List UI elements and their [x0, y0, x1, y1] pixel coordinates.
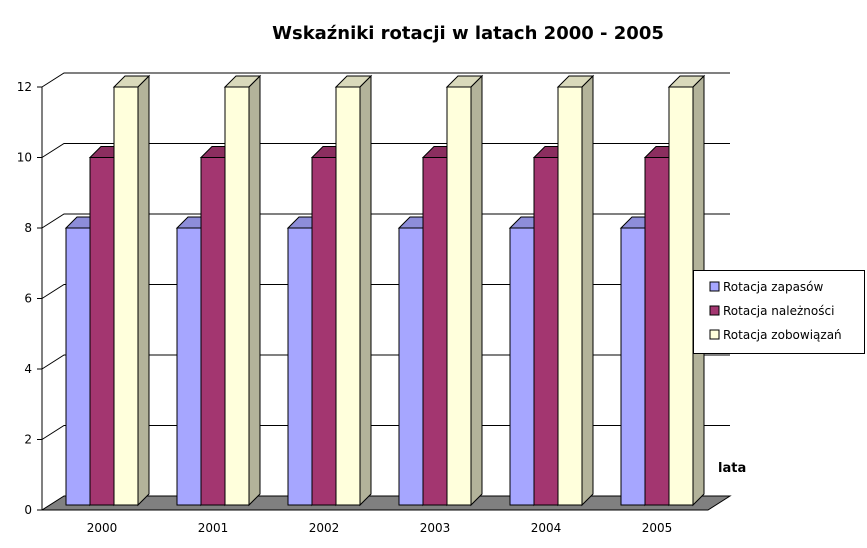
legend-label: Rotacja zobowiązań — [723, 328, 842, 342]
bar-front — [224, 86, 250, 506]
bar-front — [89, 157, 115, 506]
bar-side — [581, 74, 594, 507]
y-tick-label: 8 — [24, 221, 32, 235]
bars — [64, 74, 706, 507]
gridline — [41, 213, 730, 229]
bar — [556, 74, 595, 507]
y-tick-label: 2 — [24, 433, 32, 447]
bar-front — [557, 86, 583, 506]
bar-front — [398, 227, 424, 506]
y-tick-label: 0 — [24, 503, 32, 517]
x-axis-label: lata — [718, 461, 746, 476]
bar — [112, 74, 151, 507]
bar-front — [644, 157, 670, 506]
bar-front — [446, 86, 472, 506]
legend-swatch — [709, 329, 720, 340]
bar-front — [422, 157, 448, 506]
y-tick-labels: 0 2 4 6 8 10 12 — [17, 80, 32, 517]
gridline — [41, 354, 730, 370]
bar-front — [200, 157, 226, 506]
gridline — [41, 143, 730, 158]
x-tick-label: 2001 — [198, 521, 229, 535]
bar-front — [311, 157, 337, 506]
y-axis — [37, 86, 43, 511]
y-tick-label: 4 — [24, 362, 32, 376]
bar-front — [113, 86, 139, 506]
y-tick-label: 12 — [17, 80, 32, 94]
bar-front — [533, 157, 559, 506]
x-tick-label: 2000 — [87, 521, 118, 535]
bar-side — [359, 74, 372, 507]
bar — [223, 74, 262, 507]
x-tick-label: 2004 — [531, 521, 562, 535]
x-tick-labels: 2000 2001 2002 2003 2004 2005 — [87, 521, 673, 535]
legend-label: Rotacja zapasów — [723, 280, 824, 294]
legend: Rotacja zapasów Rotacja należności Rotacja… — [693, 270, 865, 354]
bar-front — [176, 227, 202, 506]
legend-label: Rotacja należności — [723, 304, 834, 318]
grid — [41, 72, 730, 440]
bar-front — [509, 227, 535, 506]
legend-frame — [693, 270, 865, 354]
gridline — [41, 72, 730, 88]
bar-front — [668, 86, 694, 506]
y-tick-label: 6 — [24, 292, 32, 306]
y-tick-label: 10 — [17, 151, 32, 165]
x-tick-label: 2003 — [420, 521, 451, 535]
bar-side — [248, 74, 261, 507]
x-tick-label: 2002 — [309, 521, 340, 535]
bar-front — [65, 227, 91, 506]
bar — [445, 74, 484, 507]
bar-side — [137, 74, 150, 507]
bar-front — [335, 86, 361, 506]
bar-front — [287, 227, 313, 506]
gridline — [41, 284, 730, 299]
x-tick-label: 2005 — [642, 521, 673, 535]
bar — [334, 74, 373, 507]
bar-side — [470, 74, 483, 507]
gridline — [41, 425, 730, 440]
legend-swatch — [709, 281, 720, 292]
chart-title: Wskaźniki rotacji w latach 2000 - 2005 — [272, 23, 664, 44]
legend-swatch — [709, 305, 720, 316]
bar-front — [620, 227, 646, 506]
